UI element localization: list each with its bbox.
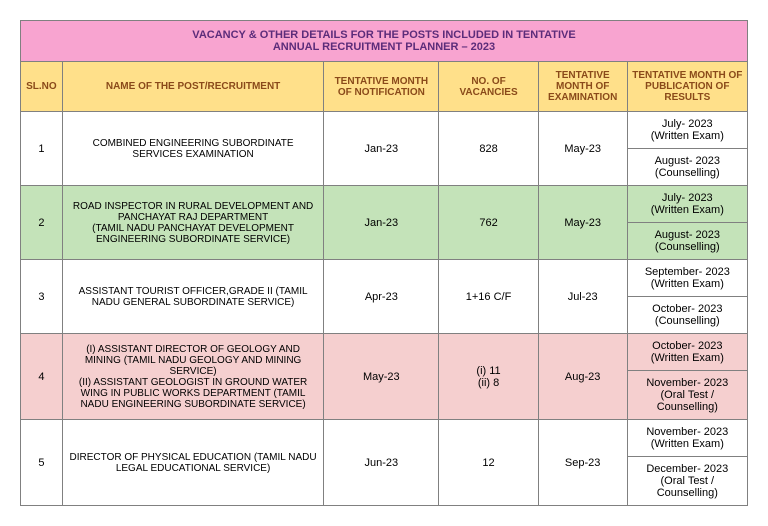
cell-vacancies: 828 [439, 112, 538, 186]
table-title-line1: VACANCY & OTHER DETAILS FOR THE POSTS IN… [192, 29, 575, 41]
header-res: TENTATIVE MONTH OF PUBLICATION OF RESULT… [627, 62, 747, 112]
cell-results-written: November- 2023(Written Exam) [627, 420, 747, 457]
table-row: 5DIRECTOR OF PHYSICAL EDUCATION (TAMIL N… [21, 420, 748, 457]
table-header-row: SL.NO NAME OF THE POST/RECRUITMENT TENTA… [21, 62, 748, 112]
header-vac: NO. OF VACANCIES [439, 62, 538, 112]
cell-examination-month: Sep-23 [538, 420, 627, 506]
cell-results-counselling: August- 2023(Counselling) [627, 223, 747, 260]
cell-notification-month: May-23 [324, 334, 439, 420]
cell-notification-month: Apr-23 [324, 260, 439, 334]
cell-vacancies: (i) 11(ii) 8 [439, 334, 538, 420]
cell-post-name: ASSISTANT TOURIST OFFICER,GRADE II (TAMI… [62, 260, 323, 334]
table-row: 3ASSISTANT TOURIST OFFICER,GRADE II (TAM… [21, 260, 748, 297]
cell-notification-month: Jan-23 [324, 112, 439, 186]
table-row: 1COMBINED ENGINEERING SUBORDINATE SERVIC… [21, 112, 748, 149]
cell-notification-month: Jun-23 [324, 420, 439, 506]
header-post: NAME OF THE POST/RECRUITMENT [62, 62, 323, 112]
header-slno: SL.NO [21, 62, 63, 112]
table-title: VACANCY & OTHER DETAILS FOR THE POSTS IN… [21, 21, 748, 62]
cell-post-name: COMBINED ENGINEERING SUBORDINATE SERVICE… [62, 112, 323, 186]
cell-notification-month: Jan-23 [324, 186, 439, 260]
cell-examination-month: May-23 [538, 186, 627, 260]
cell-post-name: (I) ASSISTANT DIRECTOR OF GEOLOGY AND MI… [62, 334, 323, 420]
cell-results-counselling: November- 2023(Oral Test / Counselling) [627, 371, 747, 420]
cell-slno: 5 [21, 420, 63, 506]
cell-slno: 4 [21, 334, 63, 420]
cell-results-written: July- 2023(Written Exam) [627, 186, 747, 223]
cell-results-counselling: October- 2023(Counselling) [627, 297, 747, 334]
cell-vacancies: 762 [439, 186, 538, 260]
table-title-row: VACANCY & OTHER DETAILS FOR THE POSTS IN… [21, 21, 748, 62]
cell-results-written: July- 2023(Written Exam) [627, 112, 747, 149]
cell-results-counselling: December- 2023(Oral Test / Counselling) [627, 457, 747, 506]
cell-results-written: September- 2023(Written Exam) [627, 260, 747, 297]
cell-slno: 1 [21, 112, 63, 186]
cell-post-name: ROAD INSPECTOR IN RURAL DEVELOPMENT AND … [62, 186, 323, 260]
header-exam: TENTATIVE MONTH OF EXAMINATION [538, 62, 627, 112]
cell-results-counselling: August- 2023(Counselling) [627, 149, 747, 186]
cell-examination-month: Aug-23 [538, 334, 627, 420]
table-row: 4(I) ASSISTANT DIRECTOR OF GEOLOGY AND M… [21, 334, 748, 371]
cell-examination-month: Jul-23 [538, 260, 627, 334]
cell-slno: 2 [21, 186, 63, 260]
cell-results-written: October- 2023(Written Exam) [627, 334, 747, 371]
table-row: 2ROAD INSPECTOR IN RURAL DEVELOPMENT AND… [21, 186, 748, 223]
cell-vacancies: 12 [439, 420, 538, 506]
cell-examination-month: May-23 [538, 112, 627, 186]
header-notif: TENTATIVE MONTH OF NOTIFICATION [324, 62, 439, 112]
cell-post-name: DIRECTOR OF PHYSICAL EDUCATION (TAMIL NA… [62, 420, 323, 506]
cell-vacancies: 1+16 C/F [439, 260, 538, 334]
recruitment-table-container: VACANCY & OTHER DETAILS FOR THE POSTS IN… [20, 20, 748, 506]
table-title-line2: ANNUAL RECRUITMENT PLANNER – 2023 [273, 41, 495, 53]
cell-slno: 3 [21, 260, 63, 334]
recruitment-table: VACANCY & OTHER DETAILS FOR THE POSTS IN… [20, 20, 748, 506]
